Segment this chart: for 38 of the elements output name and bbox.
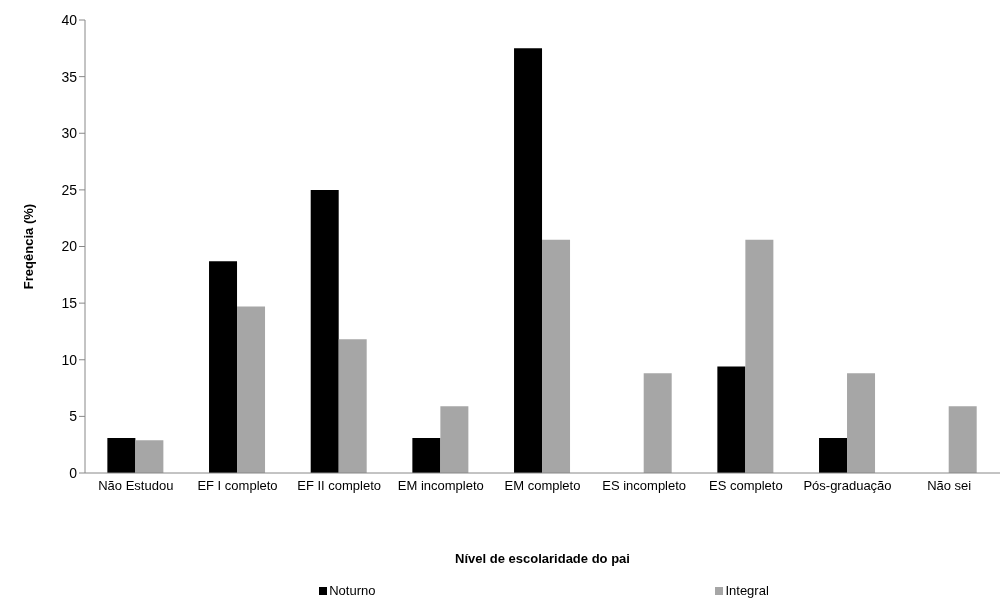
y-tick-label: 10 bbox=[61, 351, 78, 368]
x-tick-label: Não Estudou bbox=[98, 478, 174, 494]
bar bbox=[338, 339, 367, 473]
bar bbox=[412, 437, 441, 473]
y-axis-title: Freqência (%) bbox=[20, 203, 36, 290]
bar bbox=[310, 189, 339, 473]
x-tick-label: EM incompleto bbox=[397, 478, 484, 494]
x-tick-label: ES incompleto bbox=[602, 478, 687, 494]
bar bbox=[542, 239, 571, 473]
x-tick-label: EF I completo bbox=[197, 478, 278, 494]
x-tick-label: ES completo bbox=[708, 478, 783, 494]
y-tick-label: 30 bbox=[61, 125, 78, 142]
bar bbox=[209, 261, 238, 473]
x-tick-label: EF II completo bbox=[297, 478, 382, 494]
bar bbox=[819, 437, 848, 473]
bar bbox=[717, 366, 746, 473]
x-tick-label: Pós-graduação bbox=[803, 478, 892, 494]
x-axis-title: Nível de escolaridade do pai bbox=[455, 551, 630, 566]
y-tick-label: 0 bbox=[69, 464, 78, 481]
bar bbox=[643, 373, 672, 473]
legend-label: Integral bbox=[724, 583, 769, 598]
bar bbox=[745, 239, 774, 473]
legend-label: Noturno bbox=[328, 583, 376, 598]
y-tick-label: 20 bbox=[61, 238, 78, 255]
bar bbox=[135, 440, 164, 473]
bar bbox=[847, 373, 876, 473]
bar bbox=[107, 437, 136, 473]
bar bbox=[514, 48, 543, 473]
bar bbox=[948, 406, 977, 473]
y-tick-label: 5 bbox=[69, 408, 78, 425]
x-tick-label: EM completo bbox=[504, 478, 581, 494]
bar bbox=[440, 406, 469, 473]
y-tick-label: 35 bbox=[61, 68, 78, 85]
y-tick-label: 25 bbox=[61, 181, 78, 198]
x-tick-label: Não sei bbox=[927, 478, 972, 494]
y-tick-label: 15 bbox=[61, 295, 78, 312]
y-tick-label: 40 bbox=[61, 11, 78, 28]
bar bbox=[237, 306, 266, 473]
